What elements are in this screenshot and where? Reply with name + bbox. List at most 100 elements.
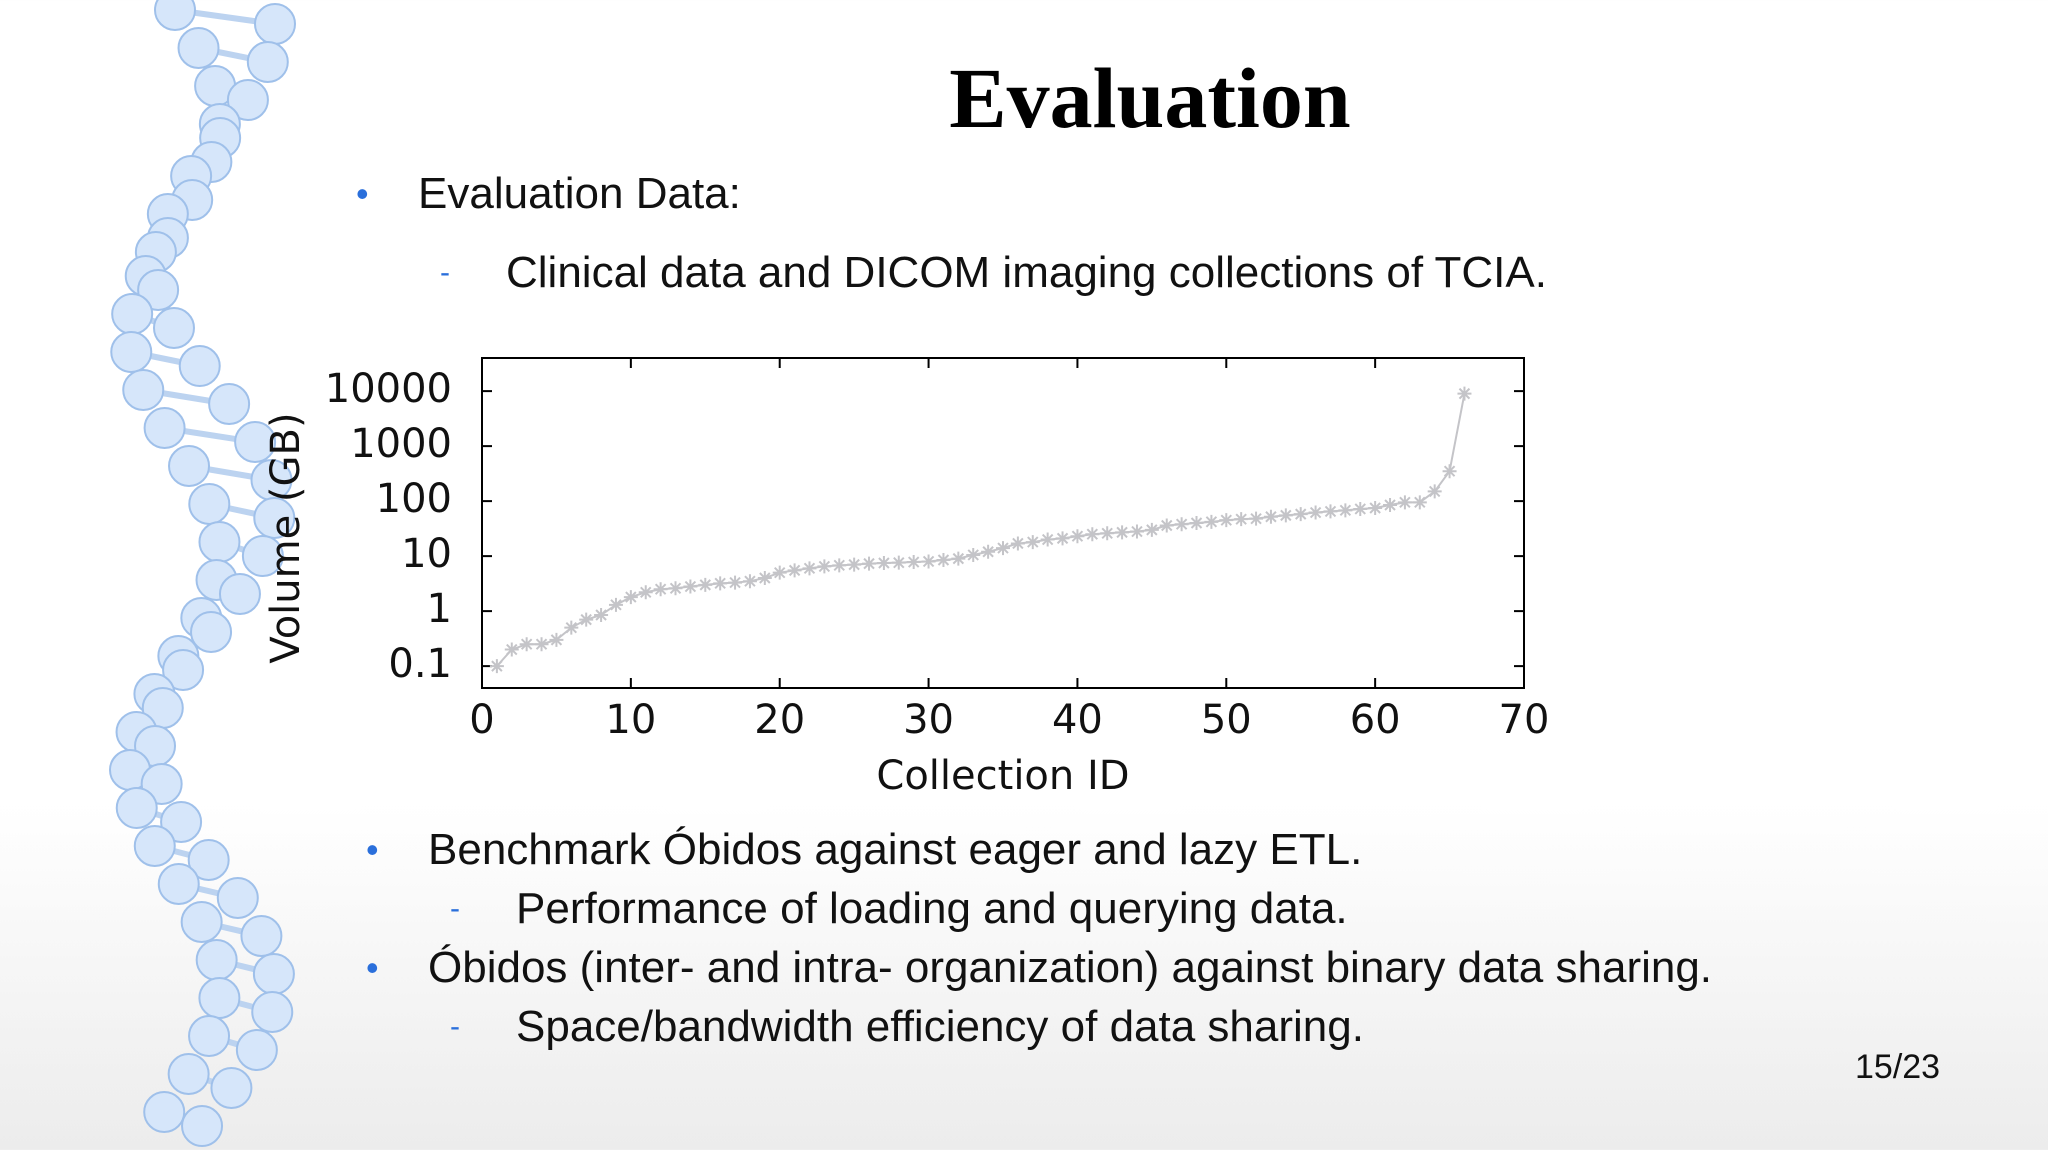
x-tick-label: 60	[1350, 697, 1401, 743]
point-marker	[921, 554, 936, 569]
point-marker	[832, 558, 847, 573]
point-marker	[1174, 517, 1189, 532]
point-marker	[1397, 495, 1412, 510]
point-marker	[1204, 514, 1219, 529]
y-tick-label: 1	[427, 586, 452, 632]
dna-bead	[235, 1029, 278, 1071]
point-marker	[876, 555, 891, 570]
dna-bead	[137, 269, 180, 311]
dna-bead	[190, 611, 233, 653]
point-marker	[1040, 532, 1055, 547]
dna-bead	[251, 991, 294, 1033]
dna-bead	[188, 1015, 231, 1057]
point-marker	[1249, 511, 1264, 526]
x-tick-label: 30	[903, 697, 954, 743]
dna-bead	[110, 331, 153, 373]
dna-bead	[115, 787, 158, 829]
point-marker	[981, 544, 996, 559]
x-tick-label: 10	[605, 697, 656, 743]
point-marker	[1144, 522, 1159, 537]
dna-bead	[216, 877, 259, 919]
point-marker	[817, 559, 832, 574]
point-marker	[489, 659, 504, 674]
bullet-list: Benchmark Óbidos against eager and lazy …	[366, 820, 1712, 1056]
sub-bullet: Performance of loading and querying data…	[450, 879, 1712, 938]
point-marker	[1338, 503, 1353, 518]
point-marker	[936, 552, 951, 567]
point-marker	[802, 561, 817, 576]
point-marker	[1278, 508, 1293, 523]
point-marker	[1010, 536, 1025, 551]
point-marker	[1353, 501, 1368, 516]
point-marker	[504, 642, 519, 657]
point-marker	[742, 574, 757, 589]
bullet: Evaluation Data:	[356, 164, 1547, 223]
dna-bead	[187, 839, 230, 881]
point-marker	[564, 620, 579, 635]
sub-bullet: Clinical data and DICOM imaging collecti…	[440, 243, 1547, 302]
page-number: 15/23	[1855, 1048, 1941, 1086]
x-tick-label: 20	[754, 697, 805, 743]
point-marker	[772, 565, 787, 580]
x-tick-label: 40	[1052, 697, 1103, 743]
point-marker	[862, 556, 877, 571]
dna-bead	[167, 1053, 210, 1095]
point-marker	[653, 582, 668, 597]
point-marker	[1457, 386, 1472, 401]
y-axis-label: Volume (GB)	[263, 412, 309, 663]
dna-bead	[157, 863, 200, 905]
point-marker	[951, 551, 966, 566]
dna-bead	[218, 573, 261, 615]
point-marker	[891, 555, 906, 570]
point-marker	[1129, 524, 1144, 539]
point-marker	[1263, 509, 1278, 524]
point-marker	[906, 555, 921, 570]
dna-bead	[240, 915, 283, 957]
dna-bead	[160, 801, 203, 843]
point-marker	[1085, 527, 1100, 542]
y-tick-label: 10000	[325, 366, 452, 412]
dna-bead	[133, 825, 176, 867]
point-marker	[594, 607, 609, 622]
dna-bead	[122, 369, 165, 411]
x-tick-label: 70	[1499, 697, 1550, 743]
point-marker	[549, 632, 564, 647]
y-tick-label: 0.1	[388, 641, 452, 687]
dna-bead	[177, 27, 220, 69]
dna-bead	[208, 383, 251, 425]
point-marker	[698, 577, 713, 592]
point-marker	[1442, 464, 1457, 479]
point-marker	[1383, 497, 1398, 512]
y-tick-label: 100	[376, 476, 452, 522]
dna-bead	[246, 41, 289, 83]
point-marker	[713, 576, 728, 591]
series-line	[496, 393, 1466, 667]
dna-bead	[178, 345, 221, 387]
point-marker	[668, 581, 683, 596]
dna-bead	[226, 79, 269, 121]
y-tick-label: 1000	[350, 421, 452, 467]
point-marker	[519, 637, 534, 652]
point-marker	[847, 557, 862, 572]
dna-bead	[162, 649, 205, 691]
point-marker	[787, 563, 802, 578]
sub-bullet: Space/bandwidth efficiency of data shari…	[450, 997, 1712, 1056]
point-marker	[683, 579, 698, 594]
point-marker	[1055, 531, 1070, 546]
dna-bead	[180, 901, 223, 943]
dna-bead	[253, 497, 296, 539]
point-marker	[1070, 529, 1085, 544]
point-marker	[1293, 507, 1308, 522]
dna-bead	[210, 1067, 253, 1109]
point-marker	[638, 585, 653, 600]
dna-bead	[241, 535, 284, 577]
bullet: Benchmark Óbidos against eager and lazy …	[366, 820, 1712, 879]
point-marker	[1100, 526, 1115, 541]
point-marker	[1412, 495, 1427, 510]
point-marker	[1115, 525, 1130, 540]
point-marker	[608, 597, 623, 612]
point-marker	[534, 637, 549, 652]
x-axis-label: Collection ID	[876, 753, 1129, 799]
dna-bead	[168, 445, 211, 487]
